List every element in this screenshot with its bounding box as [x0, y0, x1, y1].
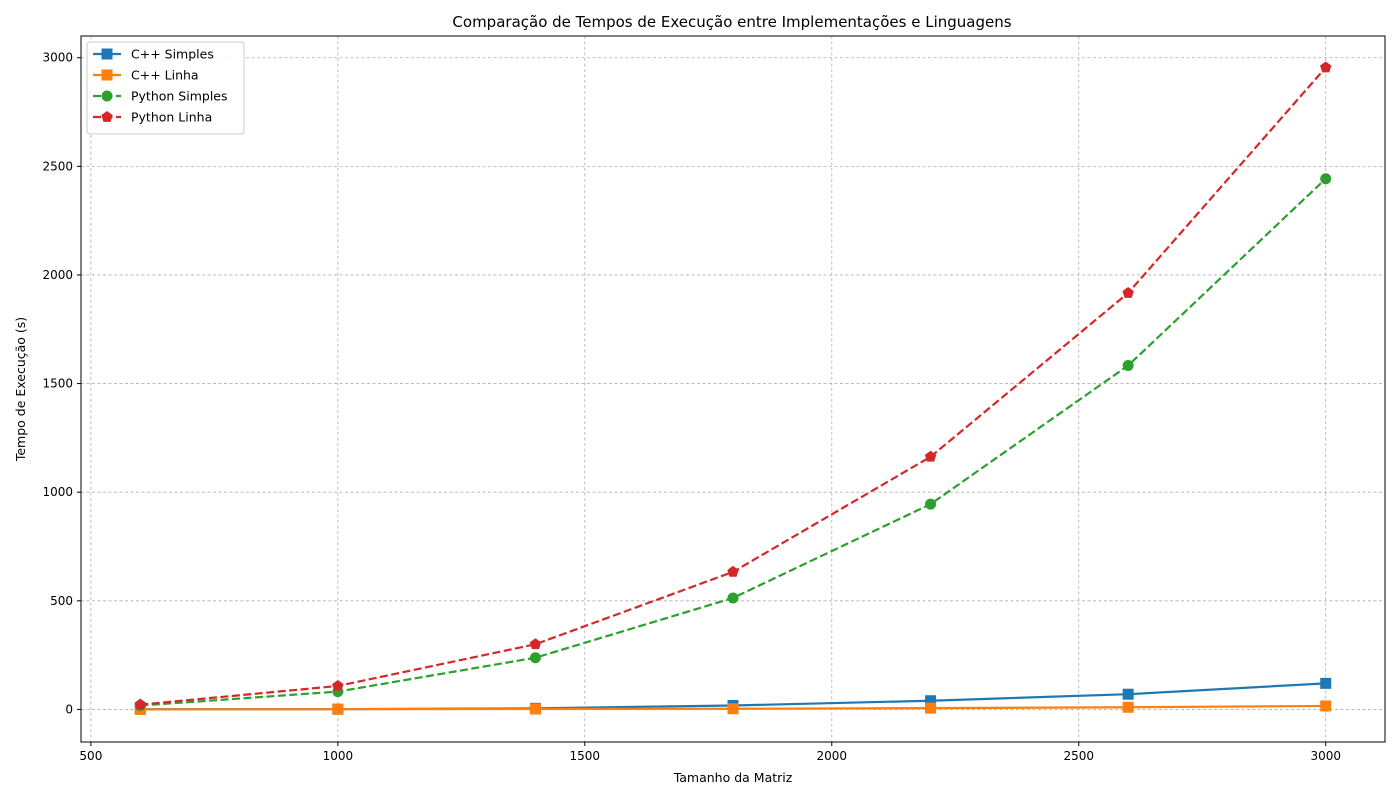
x-tick-label: 2000 [817, 749, 848, 763]
data-point [332, 679, 344, 691]
chart-title: Comparação de Tempos de Execução entre I… [452, 13, 1011, 31]
y-tick-label: 2000 [42, 268, 73, 282]
legend-item: C++ Linha [93, 68, 199, 83]
data-point [924, 450, 937, 462]
legend-label: C++ Linha [131, 68, 199, 83]
data-point [925, 498, 937, 510]
grid [81, 36, 1385, 742]
legend-box [86, 41, 245, 135]
data-point [134, 698, 146, 710]
axis-ticks: 500 1000 1500 2000 2500 3000 0 500 1000 1500 2000 2… [42, 51, 1341, 763]
data-point [1122, 701, 1134, 713]
legend: C++ Simples C++ Linha Python Simples Python… [86, 41, 245, 135]
legend-marker [101, 69, 113, 81]
x-tick-label: 500 [79, 749, 102, 763]
legend-label: C++ Simples [131, 47, 214, 62]
x-axis-label: Tamanho da Matriz [673, 770, 793, 785]
data-point [1122, 286, 1134, 298]
data-point [925, 702, 937, 714]
series-lines [134, 61, 1332, 715]
data-point [1320, 700, 1332, 712]
x-tick-label: 1500 [570, 749, 601, 763]
data-point [1320, 61, 1332, 73]
data-point [1122, 360, 1134, 372]
legend-label: Python Simples [131, 89, 228, 104]
data-point [332, 703, 344, 715]
y-tick-label: 0 [65, 702, 73, 716]
data-point [529, 652, 541, 664]
data-point [727, 592, 739, 604]
data-point [1122, 688, 1134, 700]
legend-marker [101, 111, 113, 122]
data-point [529, 638, 542, 650]
series-python-linha [134, 61, 1332, 710]
y-axis-label: Tempo de Execução (s) [13, 317, 28, 462]
y-tick-label: 1000 [42, 485, 73, 499]
data-point [727, 565, 739, 577]
legend-item: C++ Simples [93, 47, 214, 62]
data-point [727, 703, 739, 715]
legend-item: Python Linha [93, 110, 212, 125]
data-point [925, 695, 937, 707]
legend-item: Python Simples [93, 89, 228, 104]
data-point [1320, 173, 1332, 185]
y-tick-label: 500 [50, 594, 73, 608]
legend-marker [101, 48, 113, 60]
data-point [1320, 677, 1332, 689]
legend-label: Python Linha [131, 110, 212, 125]
x-tick-label: 2500 [1063, 749, 1094, 763]
y-tick-label: 2500 [42, 159, 73, 173]
x-tick-label: 3000 [1310, 749, 1341, 763]
y-tick-label: 3000 [42, 51, 73, 65]
legend-marker [101, 90, 113, 102]
x-tick-label: 1000 [323, 749, 354, 763]
plot-frame [80, 35, 1386, 743]
data-point [529, 703, 541, 715]
y-tick-label: 1500 [42, 377, 73, 391]
